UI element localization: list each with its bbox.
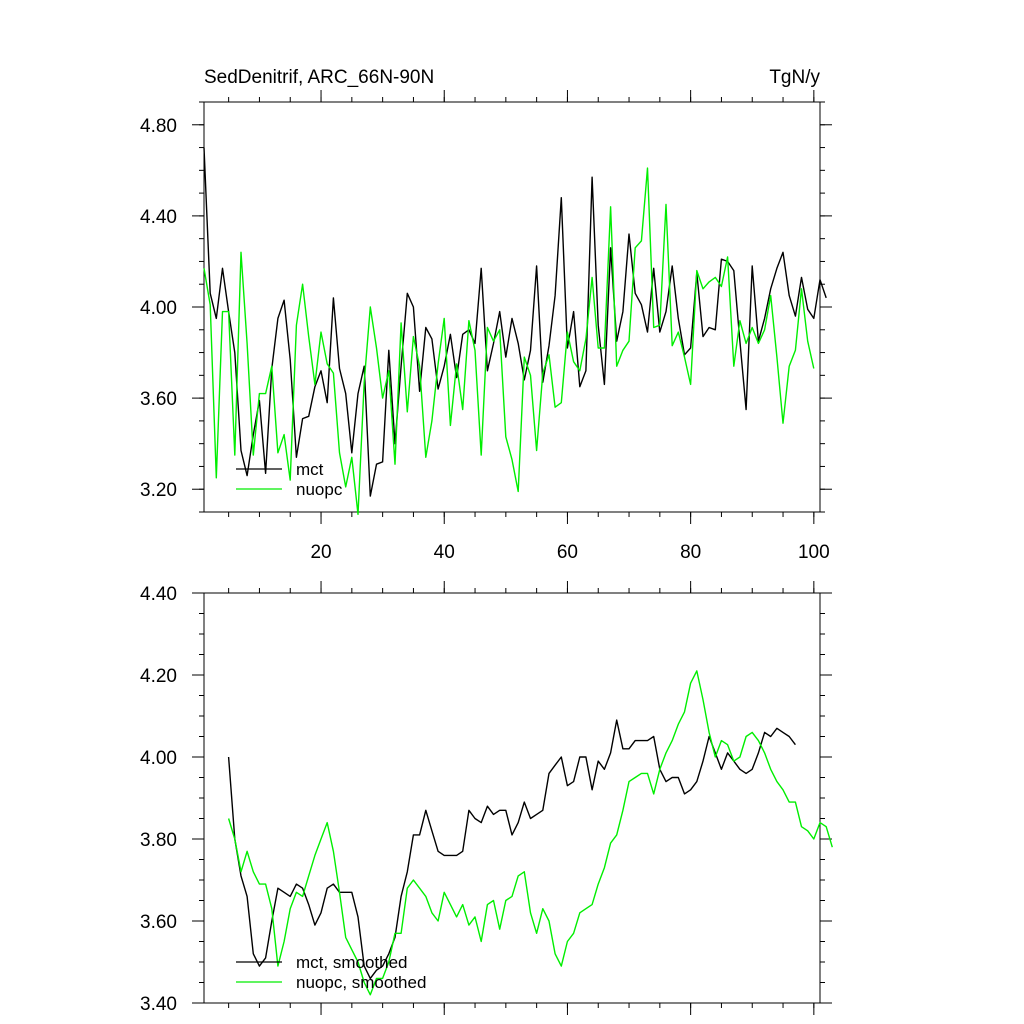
legend: mct nuopc [236, 460, 343, 499]
legend-label-mct: mct [296, 460, 324, 479]
series-line-nuopc [203, 167, 815, 515]
legend-label-nuopc: nuopc [296, 480, 343, 499]
y-tick-label: 3.20 [140, 480, 177, 501]
y-tick-label: 4.00 [140, 748, 177, 769]
legend-label-nuopc-smoothed: nuopc, smoothed [296, 973, 426, 992]
ticks: 20 40 60 80 100 3.20 3.60 4.00 4.40 4.80 [140, 90, 832, 563]
ticks: 3.40 3.60 3.80 4.00 4.20 4.40 [140, 581, 832, 1015]
y-tick-label: 3.80 [140, 830, 177, 851]
series-line-mct-smoothed [227, 719, 796, 980]
plot-frame [203, 592, 821, 1004]
y-tick-label: 4.00 [140, 298, 177, 319]
series-group [203, 147, 827, 515]
bottom-panel: 3.40 3.60 3.80 4.00 4.20 4.40 mct, smoothed n… [140, 581, 833, 1015]
series-line-nuopc-smoothed [227, 670, 833, 996]
y-tick-label: 3.60 [140, 389, 177, 410]
y-tick-label: 4.40 [140, 584, 177, 605]
x-tick-label: 100 [798, 542, 830, 563]
top-panel: SedDenitrif, ARC_66N-90N TgN/y 20 40 60 80 1… [140, 67, 832, 563]
series-line-mct [203, 147, 827, 497]
y-tick-label: 4.80 [140, 116, 177, 137]
series-group [227, 670, 833, 996]
x-tick-label: 40 [434, 542, 455, 563]
chart-title: SedDenitrif, ARC_66N-90N [204, 67, 434, 88]
x-tick-label: 20 [310, 542, 331, 563]
x-tick-label: 80 [680, 542, 701, 563]
y-tick-label: 3.40 [140, 994, 177, 1015]
y-tick-label: 3.60 [140, 912, 177, 933]
units-label: TgN/y [769, 67, 820, 88]
y-tick-label: 4.40 [140, 207, 177, 228]
legend: mct, smoothed nuopc, smoothed [236, 953, 426, 992]
x-tick-label: 60 [557, 542, 578, 563]
y-tick-label: 4.20 [140, 666, 177, 687]
legend-label-mct-smoothed: mct, smoothed [296, 953, 408, 972]
